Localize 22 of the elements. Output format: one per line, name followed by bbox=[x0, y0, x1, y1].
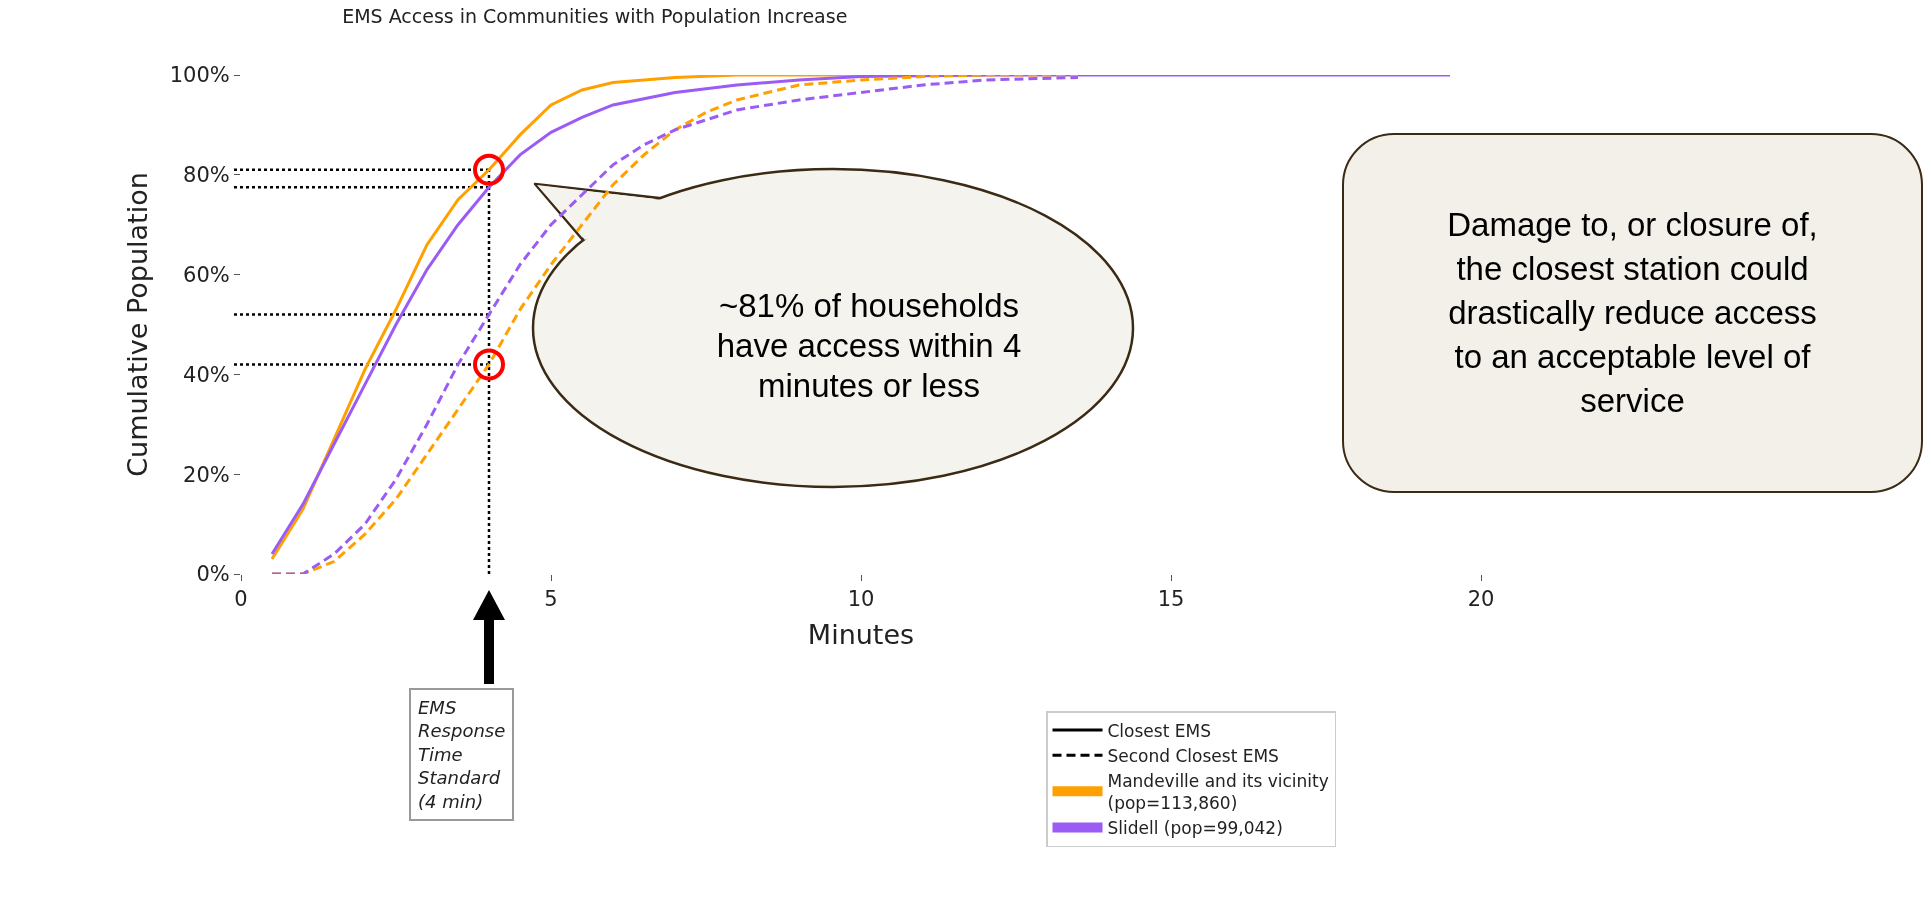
text: EMS Response Time Standard (4 min) bbox=[418, 697, 506, 812]
x-tick-label: 0 bbox=[234, 587, 248, 612]
y-tick-label: 0% bbox=[196, 562, 230, 587]
text: Second Closest EMS bbox=[1107, 745, 1279, 766]
chart-title: EMS Access in Communities with Population Increase bbox=[342, 5, 848, 28]
y-tick-label: 20% bbox=[183, 462, 230, 487]
legend-label: Mandeville and its vicinity (pop=113,860) bbox=[1107, 770, 1329, 813]
rounded-note-box: Damage to, or closure of, the closest station could drastically reduce access to an acceptable level of service bbox=[1342, 133, 1923, 493]
x-axis-title: Minutes bbox=[807, 618, 915, 650]
y-tick-label: 60% bbox=[183, 262, 230, 287]
x-tick-label: 10 bbox=[847, 587, 875, 612]
y-tick-label: 100% bbox=[169, 63, 230, 88]
x-tick-label: 15 bbox=[1157, 587, 1185, 612]
annotation: Damage to, or closure of, the closest station could drastically reduce access to an acceptable level of service bbox=[1447, 205, 1818, 421]
y-axis-title: Cumulative Population bbox=[121, 172, 153, 477]
annotation: ~81% of households have access within 4 minutes or less bbox=[715, 286, 1023, 406]
y-tick-label: 40% bbox=[183, 362, 230, 387]
x-tick-label: 5 bbox=[544, 587, 558, 612]
y-tick-label: 80% bbox=[183, 163, 230, 188]
legend-label: Slidell (pop=99,042) bbox=[1107, 818, 1283, 839]
text: Closest EMS bbox=[1107, 720, 1211, 741]
x-tick-label: 20 bbox=[1467, 587, 1495, 612]
